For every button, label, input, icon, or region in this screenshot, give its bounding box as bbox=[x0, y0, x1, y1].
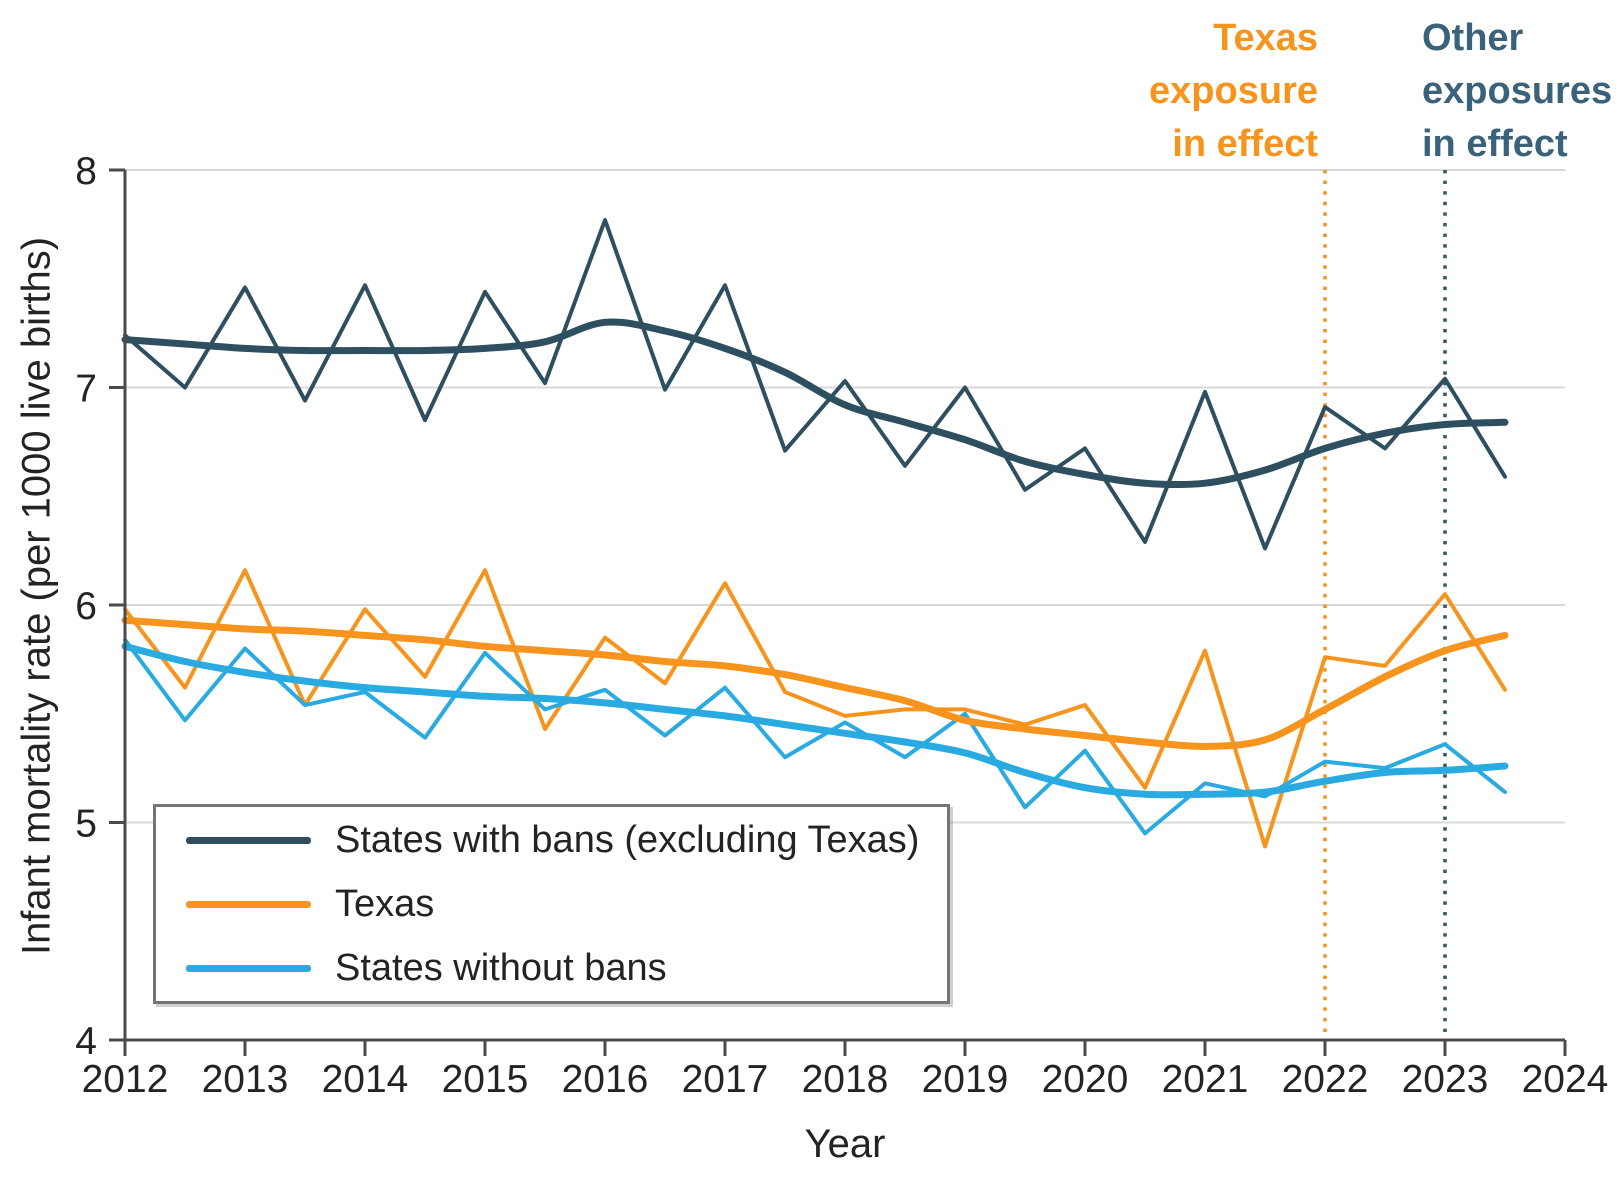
legend-swatch-states-with-bans bbox=[186, 836, 311, 844]
legend-swatch-texas bbox=[186, 900, 311, 908]
x-tick-label: 2013 bbox=[202, 1058, 289, 1101]
x-tick-label: 2023 bbox=[1402, 1058, 1489, 1101]
annotation-line: exposure bbox=[1149, 70, 1318, 112]
x-axis-title: Year bbox=[804, 1122, 886, 1166]
y-tick-label: 7 bbox=[75, 368, 97, 411]
annotation-line: in effect bbox=[1422, 123, 1568, 165]
series-raw-line bbox=[123, 568, 1507, 849]
annotation-line: Texas bbox=[1213, 17, 1318, 59]
annotation-other-exposures: Other exposures in effect bbox=[1422, 12, 1612, 171]
annotation-line: exposures bbox=[1422, 70, 1613, 112]
legend-item: Texas bbox=[186, 883, 947, 926]
x-tick-label: 2017 bbox=[682, 1058, 769, 1101]
x-tick-label: 2014 bbox=[322, 1058, 409, 1101]
x-tick-label: 2019 bbox=[922, 1058, 1009, 1101]
x-tick-label: 2022 bbox=[1282, 1058, 1369, 1101]
series-smoothed-line bbox=[121, 616, 1509, 750]
x-tick-label: 2024 bbox=[1522, 1058, 1609, 1101]
legend-swatch-states-without-bans bbox=[186, 964, 311, 972]
x-tick-label: 2020 bbox=[1042, 1058, 1129, 1101]
y-tick-label: 6 bbox=[75, 585, 97, 628]
x-tick-label: 2016 bbox=[562, 1058, 649, 1101]
legend-item-label: Texas bbox=[335, 882, 435, 925]
series-raw-line bbox=[123, 218, 1507, 551]
legend-item: States without bans bbox=[186, 947, 947, 990]
legend-item-label: States with bans (excluding Texas) bbox=[335, 818, 920, 861]
legend: States with bans (excluding Texas) Texas… bbox=[153, 804, 950, 1004]
legend-item-label: States without bans bbox=[335, 946, 667, 989]
y-tick-label: 4 bbox=[75, 1020, 97, 1063]
x-tick-label: 2012 bbox=[82, 1058, 169, 1101]
series-smoothed-line bbox=[121, 642, 1509, 799]
y-tick-label: 5 bbox=[75, 803, 97, 846]
series-smoothed-line bbox=[121, 318, 1509, 489]
y-axis-title: Infant mortality rate (per 1000 live bir… bbox=[14, 236, 59, 956]
y-tick-label: 8 bbox=[75, 150, 97, 193]
annotation-line: Other bbox=[1422, 17, 1524, 59]
legend-item: States with bans (excluding Texas) bbox=[186, 819, 947, 862]
x-tick-label: 2015 bbox=[442, 1058, 529, 1101]
x-tick-label: 2021 bbox=[1162, 1058, 1249, 1101]
annotation-line: in effect bbox=[1172, 123, 1318, 165]
x-tick-label: 2018 bbox=[802, 1058, 889, 1101]
annotation-texas-exposure: Texas exposure in effect bbox=[1149, 12, 1318, 171]
